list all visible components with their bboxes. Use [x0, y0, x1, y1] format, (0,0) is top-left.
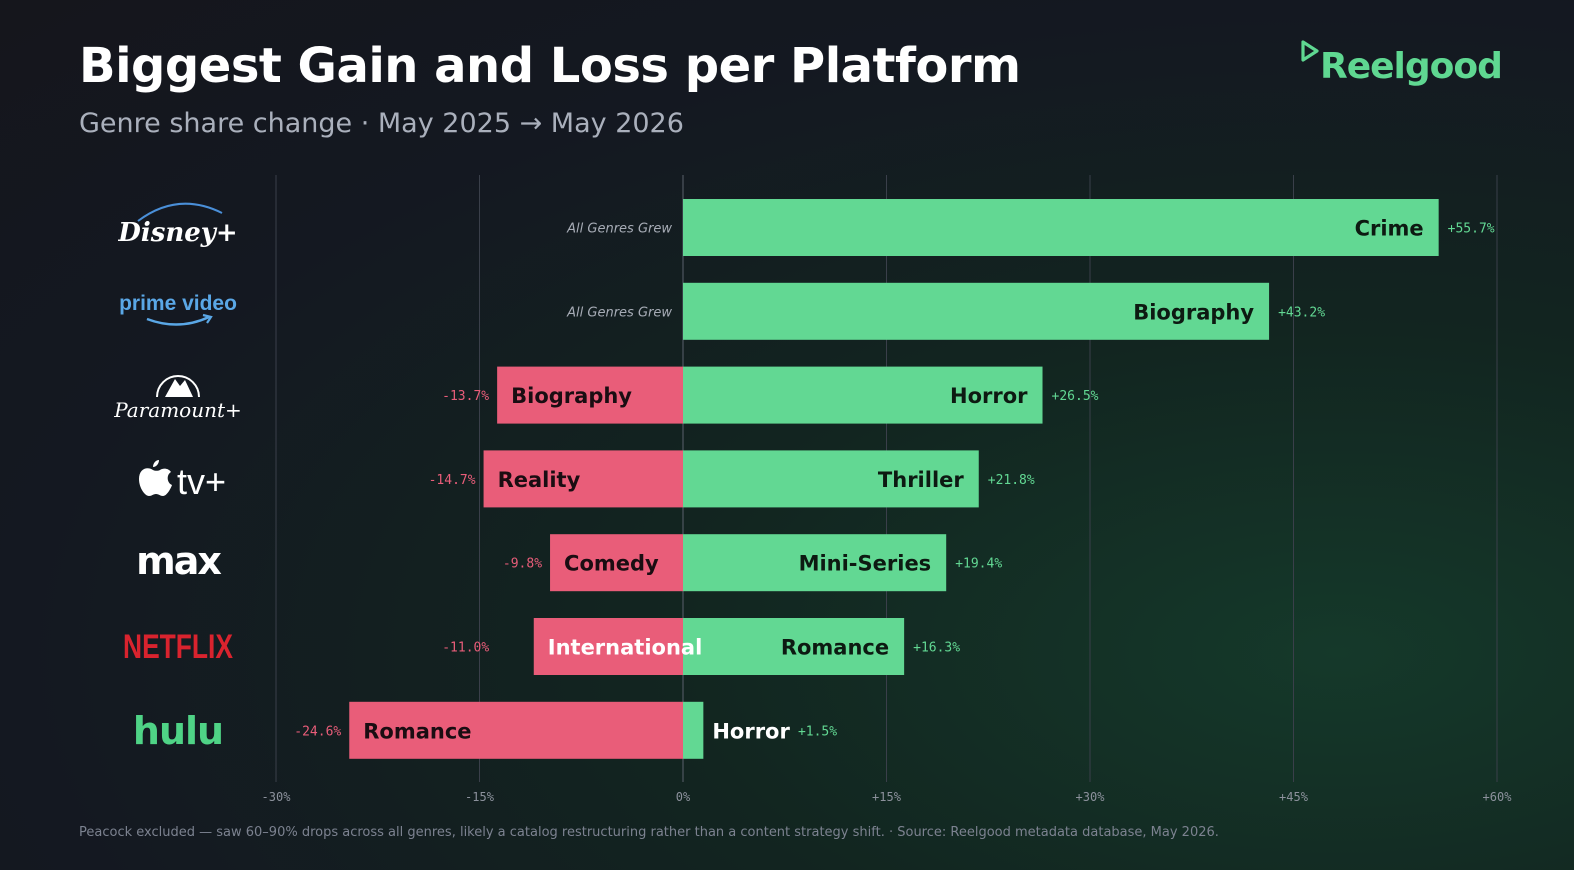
loss-value-label: -11.0% — [442, 641, 489, 656]
apple-tv-logo-text: tv+ — [177, 461, 226, 502]
netflix-logo: NETFLIX — [100, 616, 255, 676]
loss-bar — [550, 534, 683, 592]
play-icon — [1301, 40, 1319, 62]
apple-tv-logo: tv+ — [100, 448, 255, 508]
gain-value-label: +26.5% — [1052, 389, 1099, 404]
max-logo: max — [100, 532, 255, 592]
loss-bar — [497, 366, 683, 424]
paramount-plus-logo: Paramount+ — [100, 364, 255, 424]
gain-genre-label: Mini-Series — [799, 552, 932, 576]
loss-bar — [483, 450, 683, 508]
loss-value-label: -9.8% — [503, 557, 542, 572]
max-logo-text: max — [136, 539, 221, 583]
gain-bar — [683, 282, 1270, 340]
gain-value-label: +19.4% — [955, 557, 1002, 572]
no-loss-note: All Genres Grew — [566, 305, 672, 320]
x-tick-label: 0% — [676, 790, 691, 804]
chart-subtitle: Genre share change · May 2025 → May 2026 — [79, 108, 684, 139]
gain-bar — [683, 199, 1439, 256]
loss-genre-label: Romance — [363, 719, 471, 743]
gain-bar — [683, 450, 979, 508]
gain-value-label: +16.3% — [913, 641, 960, 656]
loss-genre-label: Comedy — [564, 552, 659, 576]
loss-value-label: -24.6% — [294, 724, 341, 739]
gain-value-label: +55.7% — [1448, 222, 1495, 237]
gain-bar — [683, 618, 905, 675]
paramount-logo-text: Paramount+ — [113, 398, 242, 422]
gain-bar — [683, 534, 947, 592]
loss-bar — [349, 701, 683, 759]
gain-genre-label: Crime — [1355, 217, 1424, 241]
prime-logo-text: prime video — [119, 292, 237, 315]
x-tick-label: +15% — [872, 790, 902, 804]
disney-logo-text: Disney+ — [118, 218, 238, 248]
footnote: Peacock excluded — saw 60–90% drops acro… — [79, 825, 1219, 840]
gain-genre-label: Romance — [781, 636, 889, 660]
brand-logo: Reelgood — [1300, 38, 1503, 87]
netflix-logo-text: NETFLIX — [123, 628, 233, 666]
loss-genre-label: Reality — [498, 468, 581, 492]
gain-genre-label: Biography — [1133, 300, 1254, 324]
hulu-logo-text: hulu — [132, 709, 222, 753]
gain-value-label: +1.5% — [798, 724, 837, 739]
gain-bar — [683, 701, 704, 759]
x-tick-label: -15% — [465, 790, 495, 804]
loss-value-label: -13.7% — [442, 389, 489, 404]
gain-genre-label: Horror — [712, 719, 790, 743]
x-tick-label: +60% — [1483, 790, 1513, 804]
x-tick-label: -30% — [262, 790, 292, 804]
brand-wordmark: Reelgood — [1320, 46, 1503, 87]
gain-genre-label: Thriller — [878, 468, 964, 492]
loss-value-label: -14.7% — [429, 473, 476, 488]
x-tick-label: +45% — [1279, 790, 1309, 804]
loss-genre-label: Biography — [511, 384, 632, 408]
prime-video-logo: prime video — [100, 281, 255, 341]
hulu-logo: hulu — [100, 700, 255, 760]
gain-bar — [683, 366, 1043, 424]
gain-value-label: +43.2% — [1278, 305, 1325, 320]
loss-bar — [533, 618, 683, 675]
no-loss-note: All Genres Grew — [566, 222, 672, 237]
gain-genre-label: Horror — [950, 384, 1028, 408]
loss-genre-label: International — [548, 636, 703, 660]
gain-value-label: +21.8% — [988, 473, 1035, 488]
chart-title: Biggest Gain and Loss per Platform — [79, 38, 1021, 94]
x-tick-label: +30% — [1076, 790, 1106, 804]
disney-plus-logo: Disney+ — [100, 197, 255, 257]
